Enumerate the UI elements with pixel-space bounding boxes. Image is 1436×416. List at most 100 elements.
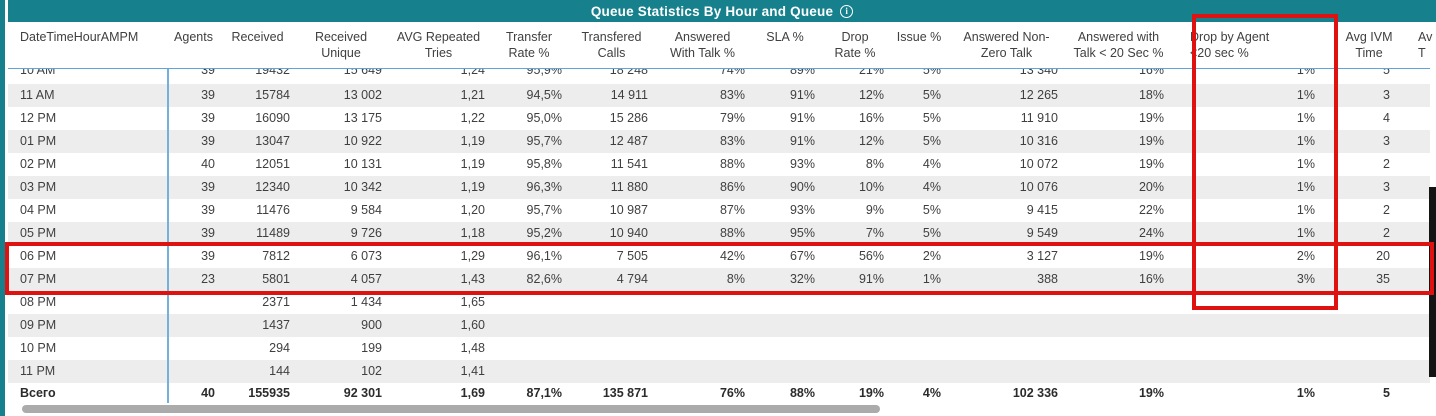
total-cell-transfered_calls: 135 871: [568, 383, 655, 403]
column-header-answered_with_talk[interactable]: Answered With Talk %: [655, 22, 750, 69]
cell-issue: 4%: [890, 176, 948, 199]
cell-drop_rate: [820, 337, 890, 360]
column-header-avg_repeated_tries[interactable]: AVG Repeated Tries: [387, 22, 490, 69]
column-header-avg_ivm_time[interactable]: Avg IVM Time: [1340, 22, 1398, 69]
cell-drop_by_agent_lt20: 1%: [1172, 176, 1340, 199]
cell-answered_non_zero: 10 072: [948, 153, 1065, 176]
cell-value: 12340: [255, 180, 290, 194]
cell-drop_by_agent_lt20: 1%: [1172, 199, 1340, 222]
info-icon[interactable]: i: [840, 4, 854, 18]
column-header-clipped_col[interactable]: Av T: [1398, 22, 1432, 69]
column-header-drop_by_agent_lt20[interactable]: Drop by Agent <20 sec %: [1172, 22, 1340, 69]
cell-value: 10 316: [1019, 134, 1058, 148]
cell-transfer_rate: 95,9%: [490, 69, 568, 84]
cell-received: 11476: [220, 199, 295, 222]
table-row[interactable]: 06 PM 39 7812 6 073 1,29 96,1% 7 505 42% 67% 56% 2…: [8, 245, 1430, 268]
column-header-drop_rate[interactable]: Drop Rate %: [820, 22, 890, 69]
cell-value: 20%: [1138, 180, 1164, 194]
column-header-issue[interactable]: Issue %: [890, 22, 948, 69]
cell-sla: [750, 314, 820, 337]
cell-answered_talk_lt20: [1065, 314, 1172, 337]
column-header-hour[interactable]: DateTimeHourAMPM: [8, 22, 167, 69]
cell-agents: 23: [167, 268, 220, 291]
total-cell-value: 5: [1383, 386, 1390, 400]
cell-hour: 10 AM: [8, 69, 167, 84]
cell-value: 5%: [922, 69, 941, 77]
left-edge-accent-strip: [0, 0, 5, 416]
column-header-received[interactable]: Received: [220, 22, 295, 69]
column-header-text: Avg IVM: [1345, 30, 1393, 44]
column-header-answered_non_zero[interactable]: Answered Non- Zero Talk: [948, 22, 1065, 69]
cell-answered_non_zero: 3 127: [948, 245, 1065, 268]
cell-answered_talk_lt20: 18%: [1065, 84, 1172, 107]
cell-agents: 39: [167, 222, 220, 245]
cell-answered_non_zero: 10 316: [948, 130, 1065, 153]
cell-value: 2%: [1296, 249, 1315, 263]
cell-value: 15784: [255, 88, 290, 102]
horizontal-scrollbar-thumb[interactable]: [22, 405, 880, 413]
column-header-answered_talk_lt20[interactable]: Answered with Talk < 20 Sec %: [1065, 22, 1172, 69]
cell-transfer_rate: 96,1%: [490, 245, 568, 268]
table-row[interactable]: 07 PM 23 5801 4 057 1,43 82,6% 4 794 8% 32% 91% 1%…: [8, 268, 1430, 291]
cell-answered_with_talk: 74%: [655, 69, 750, 84]
table-row[interactable]: 10 AM 39 19432 15 649 1,24 95,9% 18 248 74% 89% 2…: [8, 69, 1430, 84]
table-row[interactable]: 09 PM 1437 900 1,60: [8, 314, 1430, 337]
cell-value: 5%: [922, 88, 941, 102]
cell-received_unique: 1 434: [295, 291, 387, 314]
cell-answered_non_zero: 13 340: [948, 69, 1065, 84]
cell-issue: [890, 314, 948, 337]
table-row[interactable]: 11 PM 144 102 1,41: [8, 360, 1430, 383]
cell-received: 15784: [220, 84, 295, 107]
table-row[interactable]: 10 PM 294 199 1,48: [8, 337, 1430, 360]
cell-value: 12 265: [1019, 88, 1058, 102]
cell-value: 93%: [789, 203, 815, 217]
cell-value: 79%: [719, 111, 745, 125]
cell-answered_talk_lt20: 16%: [1065, 69, 1172, 84]
total-cell-value: 4%: [922, 386, 941, 400]
table-row[interactable]: 04 PM 39 11476 9 584 1,20 95,7% 10 987 87% 93% 9%…: [8, 199, 1430, 222]
cell-transfer_rate: 95,2%: [490, 222, 568, 245]
cell-transfered_calls: 7 505: [568, 245, 655, 268]
table-row[interactable]: 01 PM 39 13047 10 922 1,19 95,7% 12 487 83% 91% 1…: [8, 130, 1430, 153]
table-row[interactable]: 03 PM 39 12340 10 342 1,19 96,3% 11 880 86% 90% 1…: [8, 176, 1430, 199]
cell-drop_rate: 12%: [820, 130, 890, 153]
table-row[interactable]: 08 PM 2371 1 434 1,65: [8, 291, 1430, 314]
cell-hour: 08 PM: [8, 291, 167, 314]
column-header-received_unique[interactable]: Received Unique: [295, 22, 387, 69]
cell-value: 19%: [1138, 111, 1164, 125]
cell-value: 9 584: [350, 203, 382, 217]
cell-value: 10 072: [1019, 157, 1058, 171]
cell-value: 1,18: [460, 226, 485, 240]
total-cell-sla: 88%: [750, 383, 820, 403]
table-row[interactable]: 02 PM 40 12051 10 131 1,19 95,8% 11 541 88% 93% 8…: [8, 153, 1430, 176]
cell-answered_non_zero: 11 910: [948, 107, 1065, 130]
column-header-text: Unique: [321, 46, 361, 60]
cell-drop_rate: [820, 360, 890, 383]
column-header-transfered_calls[interactable]: Transfered Calls: [568, 22, 655, 69]
cell-value: 10 PM: [20, 341, 57, 355]
table-row[interactable]: 11 AM 39 15784 13 002 1,21 94,5% 14 911 83% 91% 1…: [8, 84, 1430, 107]
cell-clipped_col: [1398, 337, 1430, 360]
table-row[interactable]: 12 PM 39 16090 13 175 1,22 95,0% 15 286 79% 91% 1…: [8, 107, 1430, 130]
cell-transfer_rate: 96,3%: [490, 176, 568, 199]
cell-clipped_col: [1398, 84, 1430, 107]
cell-value: 39: [201, 134, 215, 148]
cell-issue: [890, 337, 948, 360]
total-cell-received_unique: 92 301: [295, 383, 387, 403]
cell-clipped_col: [1398, 176, 1430, 199]
cell-received_unique: 13 002: [295, 84, 387, 107]
cell-answered_talk_lt20: 22%: [1065, 199, 1172, 222]
column-header-sla[interactable]: SLA %: [750, 22, 820, 69]
cell-value: 16090: [255, 111, 290, 125]
cell-answered_with_talk: 88%: [655, 153, 750, 176]
column-header-agents[interactable]: Agents: [167, 22, 220, 69]
table-row[interactable]: 05 PM 39 11489 9 726 1,18 95,2% 10 940 88% 95% 7%…: [8, 222, 1430, 245]
cell-drop_by_agent_lt20: 1%: [1172, 130, 1340, 153]
cell-answered_talk_lt20: [1065, 337, 1172, 360]
column-header-transfer_rate[interactable]: Transfer Rate %: [490, 22, 568, 69]
column-header-text: Transfer: [505, 30, 553, 44]
total-cell-value: 92 301: [343, 386, 382, 400]
cell-value: 10 987: [609, 203, 648, 217]
cell-agents: 39: [167, 176, 220, 199]
cell-value: 39: [201, 88, 215, 102]
